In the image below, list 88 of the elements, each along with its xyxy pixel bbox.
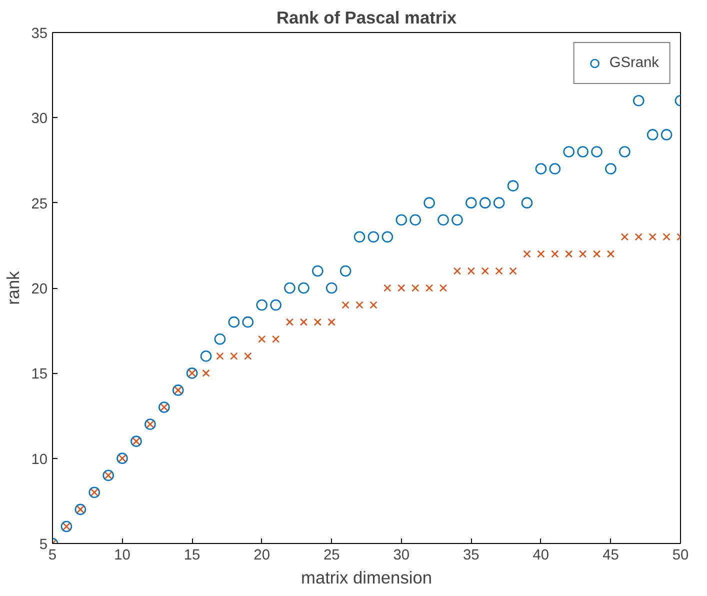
point [202,369,210,377]
point [424,197,435,208]
point [258,335,266,343]
point [438,214,449,226]
point [286,318,294,326]
x-axis-title: matrix dimension [301,568,432,588]
y-tick-label: 5 [39,537,48,553]
point [466,197,477,208]
point [270,299,282,311]
point [660,129,672,140]
point [493,197,505,208]
point [326,282,338,294]
point [228,316,240,328]
point [300,318,308,326]
point [606,250,615,258]
point [521,197,533,208]
point [632,94,644,106]
point [272,335,280,343]
legend-label: GSrank [609,55,659,71]
point [619,146,630,158]
point [523,250,531,258]
point [244,352,252,360]
point [507,180,519,192]
y-tick-label: 15 [31,366,48,383]
point [551,250,559,258]
y-tick-label: 25 [31,196,48,212]
point [370,301,378,309]
point [382,231,394,243]
point [549,163,561,174]
chart-title: Rank of Pascal matrix [276,8,457,28]
point [314,318,322,326]
point [425,284,434,292]
point [384,284,392,292]
point [256,299,268,311]
point [328,318,336,326]
point [592,250,601,258]
point [467,267,475,275]
point [356,301,364,309]
point [509,267,517,275]
point [591,146,602,158]
point [342,301,350,309]
point [578,250,587,258]
point [565,250,573,258]
point [354,231,366,243]
point [648,233,656,241]
point [284,282,296,294]
point [298,282,310,294]
x-tick-label: 15 [184,548,200,564]
point [398,284,406,292]
y-axis-title: rank [3,270,24,305]
x-tick-label: 20 [254,548,270,564]
point [230,352,238,360]
point [439,284,448,292]
point [410,214,421,226]
x-tick-label: 40 [532,548,550,564]
y-tick-label: 20 [31,282,48,298]
x-tick-label: 45 [602,548,619,564]
point [216,352,224,360]
x-tick-label: 25 [323,548,340,564]
point [412,284,420,292]
y-tick-label: 10 [31,452,48,468]
point [340,265,352,277]
y-tick-label: 30 [31,111,48,128]
x-tick-label: 50 [672,548,689,564]
x-tick-label: 10 [114,548,130,564]
point [368,231,380,243]
point [495,267,503,275]
y-tick-label: 35 [31,26,48,42]
point [620,233,629,241]
point [396,214,408,226]
x-tick-label: 35 [463,548,480,564]
point [605,163,616,174]
point [200,350,212,362]
point [452,214,463,226]
x-tick-label: 30 [393,548,410,564]
point [662,233,670,241]
point [312,265,324,277]
point [453,267,462,275]
point [646,129,658,140]
point [537,250,545,258]
point [214,333,226,345]
point [535,163,547,174]
point [242,316,254,328]
point [577,146,588,158]
point [479,197,491,208]
point [634,233,642,241]
point [481,267,489,275]
point [563,146,575,158]
